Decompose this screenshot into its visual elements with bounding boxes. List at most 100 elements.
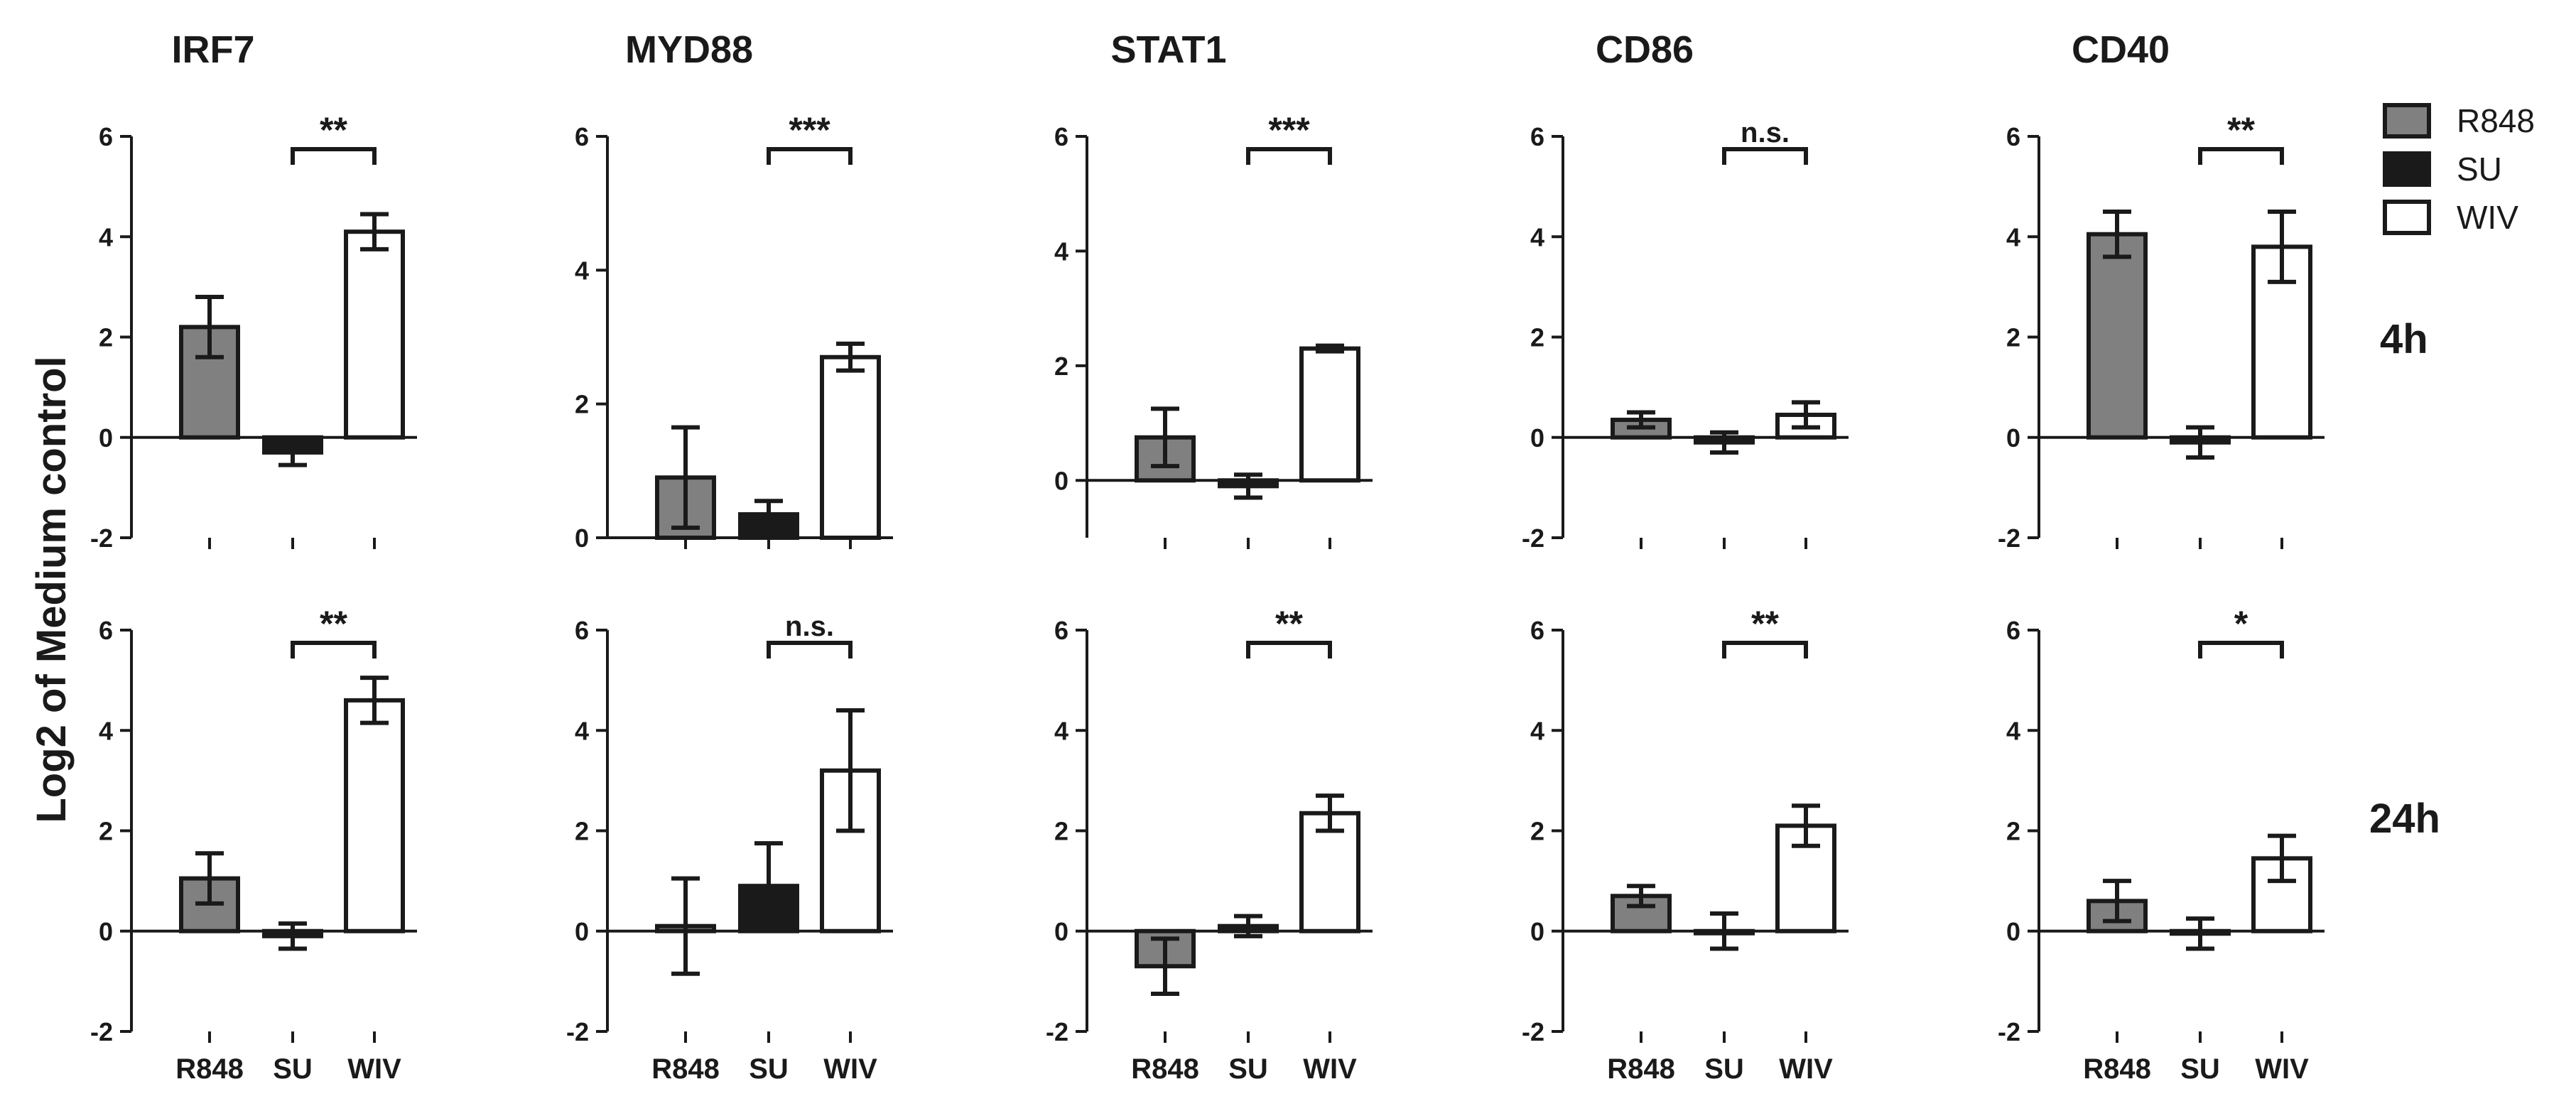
x-tick-label-myd88-24h: R848 bbox=[651, 1053, 720, 1085]
y-tick-label-myd88-4h: 6 bbox=[575, 122, 589, 151]
panel-irf7-24h: -2 0 2 4 6 R848 SU WIV ** bbox=[90, 604, 417, 1085]
y-tick-label-myd88-4h: 4 bbox=[575, 256, 589, 285]
panel-cd40-24h: -2 0 2 4 6 R848 SU WIV * bbox=[1998, 604, 2325, 1085]
y-tick-label-cd40-4h: 4 bbox=[2006, 222, 2020, 251]
row-label-24h: 24h bbox=[2369, 796, 2440, 842]
y-tick-label-irf7-24h: 2 bbox=[99, 817, 113, 846]
y-tick-label-cd86-24h: 6 bbox=[1530, 616, 1544, 645]
bar-irf7-4h-wiv bbox=[344, 229, 405, 440]
x-tick-label-cd86-24h: R848 bbox=[1607, 1053, 1675, 1085]
legend: R848 SU WIV bbox=[2383, 102, 2535, 236]
y-tick-label-cd40-24h: 4 bbox=[2006, 716, 2020, 745]
bar-stat1-4h-wiv bbox=[1299, 346, 1360, 483]
x-tick-label-irf7-24h: R848 bbox=[175, 1053, 244, 1085]
y-tick-label-cd40-24h: -2 bbox=[1998, 1017, 2020, 1046]
panel-title-irf7-4h: IRF7 bbox=[171, 28, 254, 71]
y-tick-label-cd40-24h: 6 bbox=[2006, 616, 2020, 645]
significance-label-stat1-24h: ** bbox=[1275, 604, 1303, 644]
significance-label-irf7-4h: ** bbox=[320, 110, 347, 150]
y-tick-label-myd88-4h: 2 bbox=[575, 390, 589, 419]
panel-title-cd40-4h: CD40 bbox=[2072, 28, 2170, 71]
x-tick-label-cd86-24h: WIV bbox=[1779, 1053, 1833, 1085]
significance-bracket-myd88-24h bbox=[767, 641, 853, 659]
y-tick-label-stat1-4h: 2 bbox=[1054, 352, 1068, 381]
panel-stat1-24h: -2 0 2 4 6 R848 SU WIV ** bbox=[1046, 604, 1373, 1085]
y-tick-label-cd40-4h: 6 bbox=[2006, 122, 2020, 151]
y-tick-label-stat1-24h: 4 bbox=[1054, 716, 1068, 745]
y-tick-label-cd86-24h: 0 bbox=[1530, 917, 1544, 946]
significance-label-myd88-24h: n.s. bbox=[785, 611, 834, 642]
x-tick-label-myd88-24h: SU bbox=[749, 1053, 789, 1085]
x-tick-label-cd40-24h: R848 bbox=[2083, 1053, 2151, 1085]
y-tick-label-cd86-4h: 2 bbox=[1530, 323, 1544, 352]
panel-stat1-4h: STAT1 0 2 4 6 *** bbox=[1054, 28, 1373, 549]
y-tick-label-stat1-24h: 6 bbox=[1054, 616, 1068, 645]
significance-bracket-stat1-4h bbox=[1246, 147, 1332, 165]
significance-bracket-cd86-4h bbox=[1722, 147, 1808, 165]
y-tick-label-irf7-24h: 4 bbox=[99, 716, 113, 745]
panel-myd88-4h: MYD88 0 2 4 6 *** bbox=[575, 28, 893, 553]
y-tick-label-myd88-24h: 6 bbox=[575, 616, 589, 645]
significance-label-cd86-4h: n.s. bbox=[1741, 117, 1790, 148]
y-tick-label-myd88-24h: -2 bbox=[566, 1017, 589, 1046]
y-tick-label-irf7-4h: 2 bbox=[99, 323, 113, 352]
y-tick-label-irf7-4h: 6 bbox=[99, 122, 113, 151]
significance-bracket-cd40-4h bbox=[2198, 147, 2284, 165]
panel-cd40-4h: CD40 -2 0 2 4 6 ** bbox=[1998, 28, 2325, 553]
legend-swatch-wiv bbox=[2383, 200, 2431, 235]
y-tick-label-myd88-24h: 0 bbox=[575, 917, 589, 946]
row-label-4h: 4h bbox=[2380, 316, 2428, 362]
panel-cd86-4h: CD86 -2 0 2 4 6 n.s. bbox=[1522, 28, 1849, 553]
bar-cd40-4h-r848 bbox=[2087, 232, 2148, 440]
y-tick-label-stat1-4h: 4 bbox=[1054, 237, 1068, 266]
significance-label-stat1-4h: *** bbox=[1268, 110, 1310, 150]
significance-bracket-myd88-4h bbox=[767, 147, 853, 165]
y-tick-label-irf7-4h: -2 bbox=[90, 524, 113, 553]
x-tick-label-myd88-24h: WIV bbox=[823, 1053, 877, 1085]
x-tick-label-cd40-24h: WIV bbox=[2255, 1053, 2309, 1085]
y-tick-label-stat1-24h: 0 bbox=[1054, 917, 1068, 946]
legend-swatch-r848 bbox=[2383, 103, 2431, 139]
y-tick-label-myd88-4h: 0 bbox=[575, 524, 589, 553]
panel-title-myd88-4h: MYD88 bbox=[625, 28, 753, 71]
y-tick-label-cd40-4h: 2 bbox=[2006, 323, 2020, 352]
y-tick-label-cd40-24h: 2 bbox=[2006, 817, 2020, 846]
significance-bracket-stat1-24h bbox=[1246, 641, 1332, 659]
y-tick-label-cd40-4h: -2 bbox=[1998, 524, 2020, 553]
legend-label-wiv: WIV bbox=[2457, 199, 2518, 236]
panel-title-stat1-4h: STAT1 bbox=[1110, 28, 1226, 71]
y-tick-label-cd86-24h: 4 bbox=[1530, 716, 1544, 745]
y-tick-label-stat1-4h: 6 bbox=[1054, 122, 1068, 151]
x-tick-label-stat1-24h: WIV bbox=[1303, 1053, 1357, 1085]
panel-myd88-24h: -2 0 2 4 6 R848 SU WIV n.s. bbox=[566, 611, 893, 1085]
legend-swatch-su bbox=[2383, 151, 2431, 187]
significance-bracket-cd40-24h bbox=[2198, 641, 2284, 659]
legend-label-su: SU bbox=[2457, 151, 2502, 188]
panel-irf7-4h: IRF7 -2 0 2 4 6 ** bbox=[90, 28, 417, 553]
y-tick-label-cd86-4h: 0 bbox=[1530, 423, 1544, 452]
significance-label-myd88-4h: *** bbox=[789, 110, 830, 150]
y-tick-label-cd86-24h: -2 bbox=[1522, 1017, 1544, 1046]
significance-label-irf7-24h: ** bbox=[320, 604, 347, 644]
y-tick-label-stat1-4h: 0 bbox=[1054, 466, 1068, 495]
x-tick-label-stat1-24h: SU bbox=[1228, 1053, 1268, 1085]
y-tick-label-myd88-24h: 4 bbox=[575, 716, 589, 745]
x-tick-label-stat1-24h: R848 bbox=[1131, 1053, 1199, 1085]
y-tick-label-cd40-24h: 0 bbox=[2006, 917, 2020, 946]
y-tick-label-irf7-24h: 6 bbox=[99, 616, 113, 645]
x-tick-label-irf7-24h: WIV bbox=[347, 1053, 401, 1085]
x-tick-label-cd86-24h: SU bbox=[1704, 1053, 1744, 1085]
y-tick-label-stat1-24h: -2 bbox=[1046, 1017, 1068, 1046]
y-tick-label-irf7-24h: 0 bbox=[99, 917, 113, 946]
y-tick-label-cd86-4h: 4 bbox=[1530, 222, 1544, 251]
significance-bracket-irf7-24h bbox=[291, 641, 377, 659]
y-tick-label-myd88-24h: 2 bbox=[575, 817, 589, 846]
significance-bracket-cd86-24h bbox=[1722, 641, 1808, 659]
y-axis-label: Log2 of Medium control bbox=[28, 356, 75, 823]
significance-label-cd86-24h: ** bbox=[1751, 604, 1779, 644]
bar-irf7-24h-wiv bbox=[344, 698, 405, 933]
y-tick-label-cd86-4h: -2 bbox=[1522, 524, 1544, 553]
significance-label-cd40-24h: * bbox=[2234, 604, 2248, 644]
